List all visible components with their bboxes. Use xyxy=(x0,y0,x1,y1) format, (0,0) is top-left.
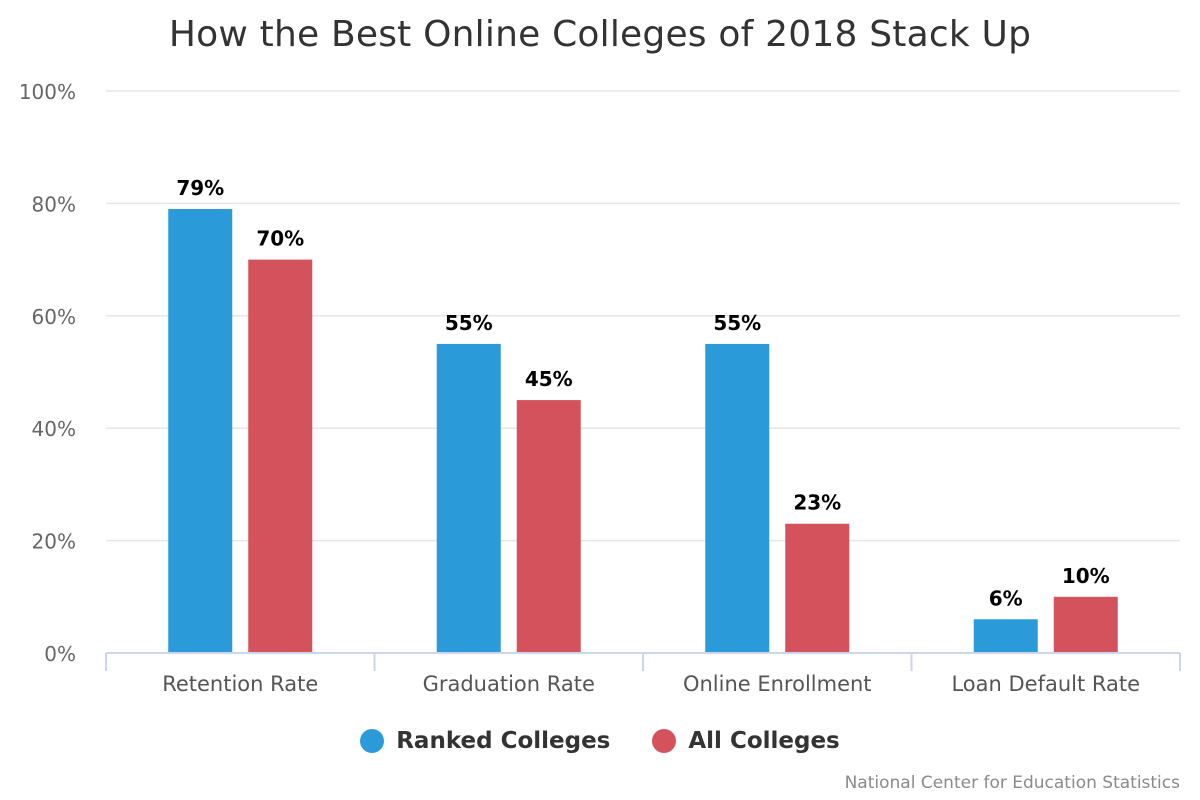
chart-title: How the Best Online Colleges of 2018 Sta… xyxy=(168,14,1032,55)
y-tick-label: 100% xyxy=(19,80,76,104)
bar-all-colleges-loan-default-rate[interactable] xyxy=(1053,596,1118,653)
y-tick-label: 0% xyxy=(44,642,76,666)
legend: Ranked Colleges All Colleges xyxy=(0,728,1200,754)
y-tick-label: 40% xyxy=(32,417,76,441)
bar-ranked-colleges-online-enrollment[interactable] xyxy=(705,343,770,653)
bar-ranked-colleges-loan-default-rate[interactable] xyxy=(973,619,1038,653)
legend-item-ranked-colleges[interactable]: Ranked Colleges xyxy=(360,728,610,754)
legend-item-all-colleges[interactable]: All Colleges xyxy=(652,728,840,754)
y-tick-label: 20% xyxy=(32,530,76,554)
bar-all-colleges-graduation-rate[interactable] xyxy=(516,400,581,653)
y-axis: 0% 20% 40% 60% 80% 100% xyxy=(19,80,76,666)
data-label-all-colleges-online-enrollment: 23% xyxy=(793,491,841,515)
bar-all-colleges-retention-rate[interactable] xyxy=(248,259,313,653)
legend-swatch-ranked-colleges xyxy=(360,729,385,753)
data-label-all-colleges-loan-default-rate: 10% xyxy=(1062,564,1110,588)
credit-link[interactable]: National Center for Education Statistics xyxy=(844,773,1180,793)
legend-label-all-colleges: All Colleges xyxy=(688,728,840,754)
y-tick-label: 60% xyxy=(32,305,76,329)
data-label-ranked-colleges-graduation-rate: 55% xyxy=(445,311,493,335)
legend-label-ranked-colleges: Ranked Colleges xyxy=(396,728,611,754)
x-tick-label-online-enrollment: Online Enrollment xyxy=(683,672,872,696)
data-label-ranked-colleges-online-enrollment: 55% xyxy=(713,311,761,335)
y-tick-label: 80% xyxy=(32,192,76,216)
x-axis: Retention Rate Graduation Rate Online Enro… xyxy=(105,652,1181,696)
data-label-ranked-colleges-loan-default-rate: 6% xyxy=(989,586,1023,610)
bar-ranked-colleges-retention-rate[interactable] xyxy=(168,209,233,653)
data-label-all-colleges-retention-rate: 70% xyxy=(256,227,304,251)
bars xyxy=(168,209,1118,653)
bar-ranked-colleges-graduation-rate[interactable] xyxy=(436,343,501,653)
bar-all-colleges-online-enrollment[interactable] xyxy=(785,523,850,653)
x-tick-label-graduation-rate: Graduation Rate xyxy=(423,672,595,696)
data-label-all-colleges-graduation-rate: 45% xyxy=(525,367,573,391)
x-tick-label-retention-rate: Retention Rate xyxy=(162,672,318,696)
data-labels: 79% 55% 55% 6% 70% 45% 23% 10% xyxy=(176,176,1109,610)
data-label-ranked-colleges-retention-rate: 79% xyxy=(176,176,224,200)
legend-swatch-all-colleges xyxy=(652,729,677,753)
x-tick-label-loan-default-rate: Loan Default Rate xyxy=(951,672,1140,696)
